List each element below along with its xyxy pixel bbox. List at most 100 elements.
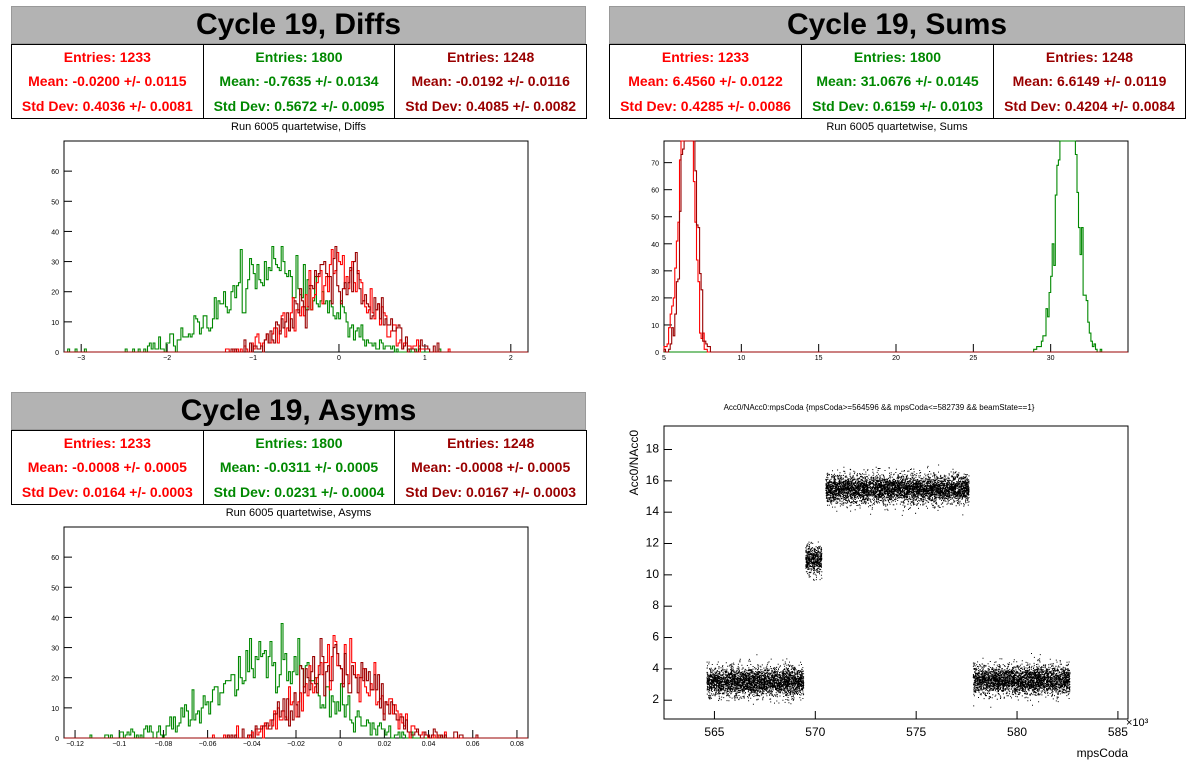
x-tick-label: 565 <box>704 725 724 739</box>
x-tick-label: 25 <box>969 355 977 362</box>
y-tick-label: 50 <box>651 215 659 222</box>
sums-stats-green: Entries: 1800 Mean: 31.0676 +/- 0.0145 S… <box>801 44 994 119</box>
scatter-points <box>706 464 1071 708</box>
y-tick-label: 50 <box>51 199 59 206</box>
y-tick-label: 8 <box>652 598 659 612</box>
stat-std: Std Dev: 0.6159 +/- 0.0103 <box>812 97 983 114</box>
hist-series-2 <box>64 245 528 353</box>
stat-entries: Entries: 1800 <box>255 435 343 452</box>
x-tick-label: 0 <box>337 355 341 362</box>
x-tick-label: 30 <box>1047 355 1055 362</box>
diffs-stats-box: Entries: 1233 Mean: -0.0200 +/- 0.0115 S… <box>11 44 588 119</box>
y-tick-label: 60 <box>51 555 59 562</box>
diffs-title-text: Cycle 19, Diffs <box>195 8 402 41</box>
x-axis-label: mpsCoda <box>1077 746 1129 760</box>
stat-entries: Entries: 1233 <box>661 49 750 66</box>
stat-std: Std Dev: 0.4036 +/- 0.0081 <box>21 97 193 114</box>
y-tick-label: 2 <box>652 692 659 706</box>
y-tick-label: 20 <box>51 676 59 683</box>
y-tick-label: 30 <box>51 646 59 653</box>
asyms-title-text: Cycle 19, Asyms <box>180 394 417 427</box>
stat-entries: Entries: 1248 <box>1045 49 1134 66</box>
hist-series-0 <box>664 140 1128 353</box>
hist-series-1 <box>64 634 528 739</box>
diffs-subtitle: Run 6005 quartetwise, Diffs <box>231 121 366 133</box>
x-tick-label: −0.02 <box>287 741 305 748</box>
stat-entries: Entries: 1248 <box>447 49 535 66</box>
stat-std: Std Dev: 0.4085 +/- 0.0082 <box>405 97 577 114</box>
y-tick-label: 40 <box>651 242 659 249</box>
plot-frame <box>663 140 1129 353</box>
sums-title-text: Cycle 19, Sums <box>786 8 1008 41</box>
x-tick-label: −0.04 <box>243 741 261 748</box>
y-tick-label: 40 <box>51 615 59 622</box>
y-tick-label: 30 <box>651 269 659 276</box>
x-tick-label: −1 <box>249 355 257 362</box>
stat-std: Std Dev: 0.0231 +/- 0.0004 <box>213 483 385 500</box>
stat-entries: Entries: 1800 <box>853 49 942 66</box>
asyms-stats-red: Entries: 1233 Mean: -0.0008 +/- 0.0005 S… <box>11 430 204 505</box>
y-tick-label: 16 <box>646 473 660 487</box>
y-tick-label: 10 <box>646 567 660 581</box>
y-tick-label: 0 <box>55 350 59 357</box>
stat-mean: Mean: -0.0008 +/- 0.0005 <box>27 459 187 476</box>
y-tick-label: 10 <box>651 323 659 330</box>
sums-title: Cycle 19, Sums <box>609 6 1185 44</box>
y-tick-label: 18 <box>646 442 660 456</box>
plot-frame <box>63 140 529 353</box>
y-tick-label: 60 <box>51 169 59 176</box>
scatter-title: Acc0/NAcc0:mpsCoda {mpsCoda>=564596 && m… <box>724 403 1035 412</box>
stat-std: Std Dev: 0.4285 +/- 0.0086 <box>620 97 791 114</box>
x-tick-label: −0.12 <box>66 741 84 748</box>
y-tick-label: 40 <box>51 229 59 236</box>
y-tick-label: 6 <box>652 630 659 644</box>
stat-std: Std Dev: 0.0164 +/- 0.0003 <box>21 483 193 500</box>
y-tick-label: 50 <box>51 585 59 592</box>
stat-entries: Entries: 1800 <box>255 49 343 66</box>
stat-std: Std Dev: 0.5672 +/- 0.0095 <box>213 97 385 114</box>
hist-series-0 <box>64 245 528 353</box>
y-tick-label: 0 <box>655 350 659 357</box>
stat-mean: Mean: 6.4560 +/- 0.0122 <box>628 73 783 90</box>
stat-mean: Mean: -0.0008 +/- 0.0005 <box>411 459 571 476</box>
y-tick-label: 20 <box>651 296 659 303</box>
diffs-stats-darkred: Entries: 1248 Mean: -0.0192 +/- 0.0116 S… <box>394 44 588 119</box>
x-tick-label: 1 <box>423 355 427 362</box>
x-tick-label: 2 <box>509 355 513 362</box>
x-tick-label: 15 <box>815 355 823 362</box>
x-tick-label: 570 <box>805 725 825 739</box>
y-tick-label: 12 <box>646 536 660 550</box>
hist-series-0 <box>64 622 528 739</box>
stat-std: Std Dev: 0.0167 +/- 0.0003 <box>405 483 577 500</box>
sums-stats-darkred: Entries: 1248 Mean: 6.6149 +/- 0.0119 St… <box>993 44 1186 119</box>
x-tick-label: 0.08 <box>510 741 524 748</box>
y-tick-label: 10 <box>51 706 59 713</box>
x-tick-label: −0.1 <box>112 741 126 748</box>
hist-series-2 <box>64 637 528 739</box>
stat-mean: Mean: 6.6149 +/- 0.0119 <box>1012 73 1167 90</box>
x-tick-label: 20 <box>892 355 900 362</box>
y-tick-label: 20 <box>51 290 59 297</box>
stat-mean: Mean: 31.0676 +/- 0.0145 <box>816 73 979 90</box>
y-tick-label: 10 <box>51 320 59 327</box>
sums-stats-box: Entries: 1233 Mean: 6.4560 +/- 0.0122 St… <box>609 44 1186 119</box>
diffs-stats-green: Entries: 1800 Mean: -0.7635 +/- 0.0134 S… <box>202 44 396 119</box>
stat-mean: Mean: -0.7635 +/- 0.0134 <box>219 73 379 90</box>
y-tick-label: 30 <box>51 260 59 267</box>
stat-mean: Mean: -0.0200 +/- 0.0115 <box>28 73 187 90</box>
sums-subtitle: Run 6005 quartetwise, Sums <box>826 121 968 133</box>
x-tick-label: 5 <box>662 355 666 362</box>
diffs-title: Cycle 19, Diffs <box>11 6 586 44</box>
plot-frame <box>663 425 1129 720</box>
sums-stats-red: Entries: 1233 Mean: 6.4560 +/- 0.0122 St… <box>609 44 802 119</box>
x-tick-label: −0.08 <box>155 741 173 748</box>
x-tick-label: 575 <box>906 725 926 739</box>
stat-entries: Entries: 1233 <box>63 49 151 66</box>
x-tick-label: −3 <box>77 355 85 362</box>
x-tick-label: 0.04 <box>422 741 436 748</box>
x-tick-label: 0.02 <box>378 741 392 748</box>
y-tick-label: 70 <box>651 161 659 168</box>
y-axis-label: Acc0/NAcc0 <box>627 430 641 496</box>
stat-entries: Entries: 1233 <box>63 435 151 452</box>
